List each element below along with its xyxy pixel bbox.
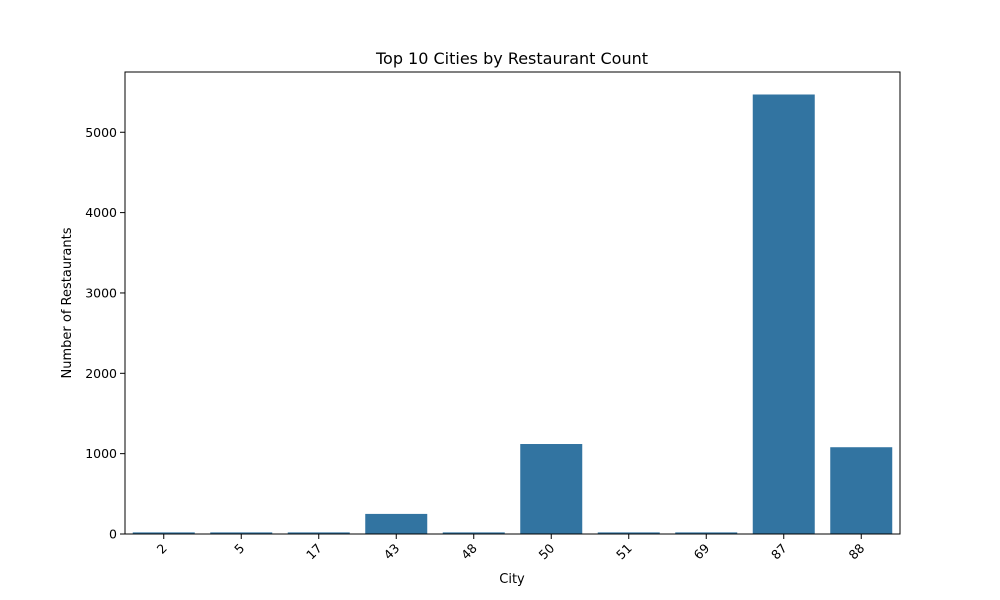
bar-48 [442,532,505,534]
x-tick-label-51: 51 [613,541,635,563]
y-tick-label-2000: 2000 [85,366,117,381]
bar-2 [132,532,195,534]
bar-5 [210,532,273,534]
bar-51 [597,532,660,534]
x-tick-label-5: 5 [231,541,247,557]
x-tick-label-88: 88 [846,540,868,562]
bar-50 [520,444,583,534]
x-axis: 2 5 17 43 48 50 51 69 87 88 [154,534,868,563]
chart-title: Top 10 Cities by Restaurant Count [375,49,648,68]
plot-frame [124,71,901,535]
x-tick-label-17: 17 [303,541,325,563]
x-tick-label-87: 87 [768,541,790,563]
x-tick-label-50: 50 [536,540,558,562]
x-tick-label-48: 48 [458,540,480,562]
bar-43 [365,513,428,534]
y-tick-label-0: 0 [109,527,117,542]
y-tick-label-3000: 3000 [85,285,117,300]
x-tick-label-69: 69 [691,540,713,562]
bar-88 [830,447,893,534]
x-tick-label-43: 43 [381,541,403,563]
x-tick-label-2: 2 [154,541,170,557]
y-axis: 0 1000 2000 3000 4000 5000 [85,125,125,542]
bar-87 [752,94,815,535]
y-tick-label-4000: 4000 [85,205,117,220]
y-tick-label-1000: 1000 [85,446,117,461]
bar-69 [675,532,738,534]
bar-17 [287,532,350,534]
y-tick-label-5000: 5000 [85,125,117,140]
y-axis-label: Number of Restaurants [60,227,75,378]
x-axis-label: City [499,572,525,587]
bars-group [132,94,893,535]
